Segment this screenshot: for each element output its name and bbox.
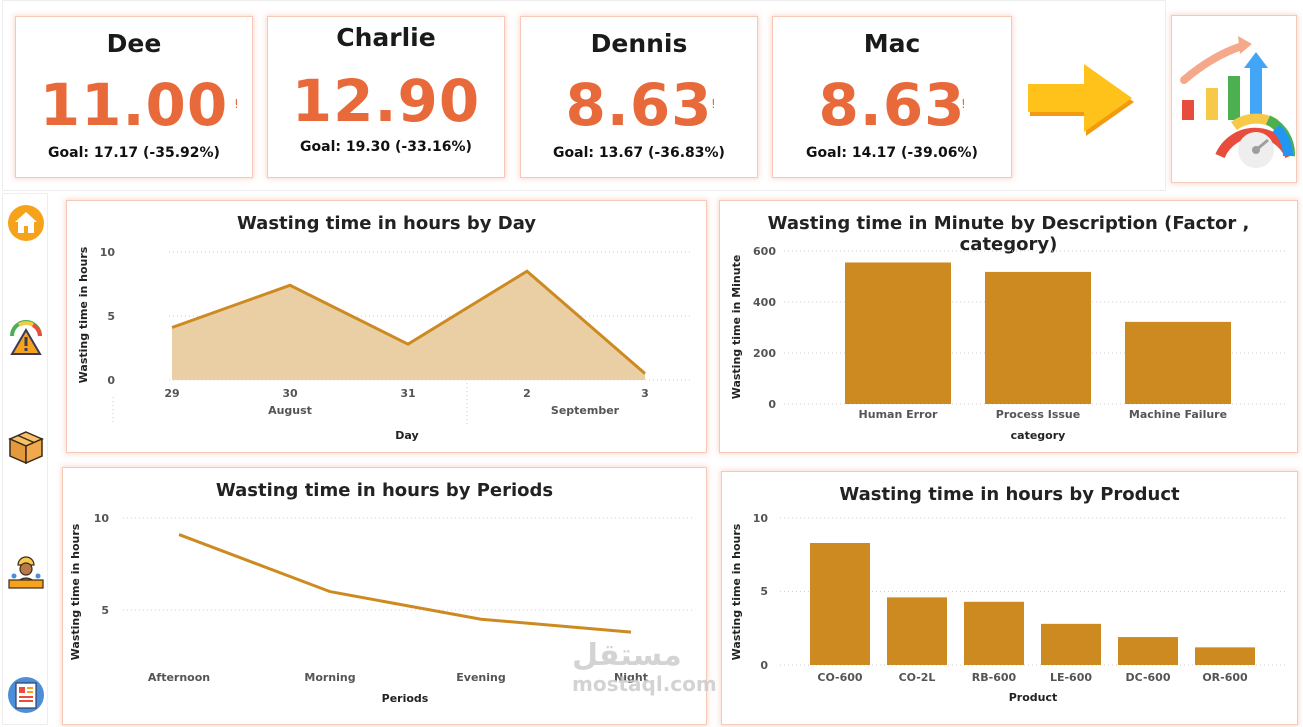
- warning-gauge-icon[interactable]: [7, 318, 45, 356]
- chart-title: Wasting time in hours by Periods: [215, 480, 554, 501]
- chart-title: Wasting time in hours by Product: [839, 484, 1180, 505]
- x-tick: DC-600: [1126, 671, 1171, 684]
- bar-chart: 600 400 200 0 Human Error Process Issue Ma…: [730, 245, 1285, 442]
- y-tick: 10: [100, 246, 116, 259]
- x-tick: LE-600: [1050, 671, 1092, 684]
- x-tick: 2: [523, 387, 531, 400]
- x-tick: Afternoon: [148, 671, 210, 684]
- bar: [1125, 321, 1231, 404]
- x-axis-title: Product: [1009, 691, 1058, 704]
- chart-panel-description[interactable]: Wasting time in Minute by Description (F…: [719, 200, 1298, 453]
- x-tick: Process Issue: [996, 408, 1080, 421]
- x-axis-title: Periods: [382, 692, 429, 705]
- chart-panel-day[interactable]: Wasting time in hours by Day 10 5 0 29 30…: [66, 200, 707, 453]
- bar-chart: 10 5 0 CO-600 CO-2L RB-600 LE-600 DC-600 OR-6…: [730, 512, 1285, 704]
- sidebar-nav: [2, 193, 48, 725]
- kpi-alert-icon: !: [961, 97, 966, 111]
- y-tick: 200: [753, 347, 776, 360]
- kpi-alert-icon: !: [711, 97, 716, 111]
- y-axis-title: Wasting time in hours: [69, 523, 82, 660]
- y-tick: 0: [760, 659, 768, 672]
- x-tick: RB-600: [972, 671, 1017, 684]
- chart-panel-product[interactable]: Wasting time in hours by Product 10 5 0 …: [721, 471, 1298, 725]
- kpi-value: 8.63: [818, 71, 966, 139]
- x-tick: Morning: [304, 671, 355, 684]
- kpi-name: Mac: [863, 29, 921, 58]
- x-axis-title: Day: [395, 429, 418, 442]
- chart-title: Wasting time in hours by Day: [236, 213, 537, 234]
- y-tick: 5: [107, 310, 115, 323]
- y-tick: 400: [753, 296, 776, 309]
- x-group-label: September: [551, 404, 620, 417]
- bar: [845, 262, 951, 404]
- bar: [964, 601, 1024, 665]
- bar: [1195, 647, 1255, 665]
- kpi-value: 11.00: [39, 71, 229, 139]
- area-fill: [172, 271, 645, 380]
- kpi-goal: Goal: 13.67 (-36.83%): [553, 145, 725, 161]
- bar: [1118, 637, 1178, 665]
- kpi-goal: Goal: 14.17 (-39.06%): [806, 145, 978, 161]
- kpi-card-charlie[interactable]: Charlie 12.90 ! Goal: 19.30 (-33.16%): [267, 16, 505, 178]
- x-tick: Machine Failure: [1129, 408, 1227, 421]
- x-tick: 31: [400, 387, 415, 400]
- home-icon[interactable]: [7, 204, 45, 242]
- y-axis-title: Wasting time in hours: [730, 523, 743, 660]
- y-tick: 0: [768, 398, 776, 411]
- kpi-card-dennis[interactable]: Dennis 8.63 ! Goal: 13.67 (-36.83%): [520, 16, 758, 178]
- y-tick: 10: [753, 512, 769, 525]
- report-icon[interactable]: [7, 676, 45, 714]
- kpi-value: 8.63: [565, 71, 713, 139]
- kpi-name: Charlie: [336, 23, 436, 52]
- growth-chart-icon: [1180, 36, 1296, 168]
- watermark-arabic: مستقل: [572, 638, 682, 673]
- kpi-goal: Goal: 17.17 (-35.92%): [48, 145, 220, 161]
- growth-chart-card[interactable]: [1171, 15, 1297, 183]
- kpi-strip: Dee 11.00 ! Goal: 17.17 (-35.92%) Charli…: [2, 0, 1166, 191]
- x-tick: 30: [282, 387, 298, 400]
- x-tick: CO-2L: [899, 671, 936, 684]
- bar: [985, 271, 1091, 404]
- kpi-value: 12.90: [291, 67, 481, 135]
- chart-panel-periods[interactable]: Wasting time in hours by Periods 10 5 Af…: [62, 467, 707, 725]
- y-axis-title: Wasting time in hours: [77, 246, 90, 383]
- line-chart: 10 5 Afternoon Morning Evening Night Period…: [69, 512, 693, 705]
- kpi-card-dee[interactable]: Dee 11.00 ! Goal: 17.17 (-35.92%): [15, 16, 253, 178]
- bar: [810, 542, 870, 665]
- y-axis-title: Wasting time in Minute: [730, 255, 743, 400]
- x-tick: OR-600: [1202, 671, 1248, 684]
- area-line: [171, 269, 646, 375]
- x-tick: 3: [641, 387, 649, 400]
- x-tick: Evening: [456, 671, 505, 684]
- bar: [887, 597, 947, 665]
- x-tick: CO-600: [817, 671, 863, 684]
- box-icon[interactable]: [7, 428, 45, 466]
- arrow-right-icon: [1028, 64, 1134, 136]
- y-tick: 5: [101, 604, 109, 617]
- kpi-card-mac[interactable]: Mac 8.63 ! Goal: 14.17 (-39.06%): [772, 16, 1012, 178]
- x-tick: Night: [614, 671, 648, 684]
- y-tick: 0: [107, 374, 115, 387]
- kpi-name: Dennis: [590, 29, 688, 58]
- watermark: مستقل mostaql.com: [572, 638, 717, 697]
- kpi-name: Dee: [106, 29, 162, 58]
- x-group-label: August: [268, 404, 312, 417]
- kpi-alert-icon: !: [234, 97, 239, 111]
- y-tick: 600: [753, 245, 776, 258]
- watermark-latin: mostaql.com: [572, 672, 717, 696]
- x-tick: 29: [164, 387, 179, 400]
- area-chart: 10 5 0 29 30 31 2 3 August September Day Was…: [77, 246, 692, 442]
- worker-icon[interactable]: [7, 552, 45, 590]
- chart-title: Wasting time in Minute by Description (F…: [767, 213, 1250, 255]
- bar: [1041, 623, 1101, 665]
- kpi-goal: Goal: 19.30 (-33.16%): [300, 139, 472, 155]
- series-line: [178, 533, 632, 634]
- y-tick: 5: [760, 585, 768, 598]
- x-tick: Human Error: [859, 408, 939, 421]
- x-axis-title: category: [1011, 429, 1066, 442]
- kpi-alert-icon: !: [469, 97, 474, 111]
- y-tick: 10: [94, 512, 110, 525]
